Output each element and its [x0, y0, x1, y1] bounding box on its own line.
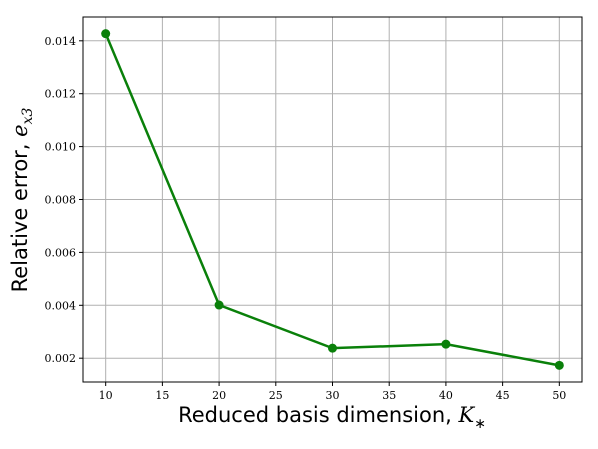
point — [101, 29, 111, 39]
y-label-math: e — [8, 124, 32, 136]
x-tick-label: 40 — [439, 389, 453, 402]
x-tick-label: 45 — [496, 389, 510, 402]
y-tick-label: 0.008 — [45, 194, 77, 207]
x-tick-label: 15 — [155, 389, 169, 402]
x-label-math: K — [457, 403, 475, 427]
x-tick-label: 50 — [552, 389, 566, 402]
point — [554, 360, 564, 370]
x-label-sub: ∗ — [474, 416, 486, 432]
x-label-text: Reduced basis dimension, — [178, 403, 458, 427]
y-tick-label: 0.010 — [45, 141, 77, 154]
y-tick-label: 0.004 — [45, 299, 77, 312]
x-axis-label: Reduced basis dimension, K∗ — [178, 403, 486, 432]
y-label-sub: x3 — [20, 108, 36, 125]
y-label-text: Relative error, — [8, 137, 32, 293]
point — [214, 300, 224, 310]
x-tick-label: 20 — [212, 389, 226, 402]
y-tick-label: 0.002 — [45, 352, 77, 365]
y-tick-label: 0.014 — [45, 35, 77, 48]
point — [441, 339, 451, 349]
x-tick-label: 35 — [382, 389, 396, 402]
x-tick-label: 10 — [99, 389, 113, 402]
y-tick-label: 0.006 — [45, 246, 77, 259]
y-axis-label: Relative error, ex3 — [8, 108, 36, 293]
x-tick-label: 30 — [326, 389, 340, 402]
x-tick-label: 25 — [269, 389, 283, 402]
plot-frame — [82, 16, 583, 383]
y-tick-label: 0.012 — [45, 88, 77, 101]
point — [328, 343, 337, 353]
